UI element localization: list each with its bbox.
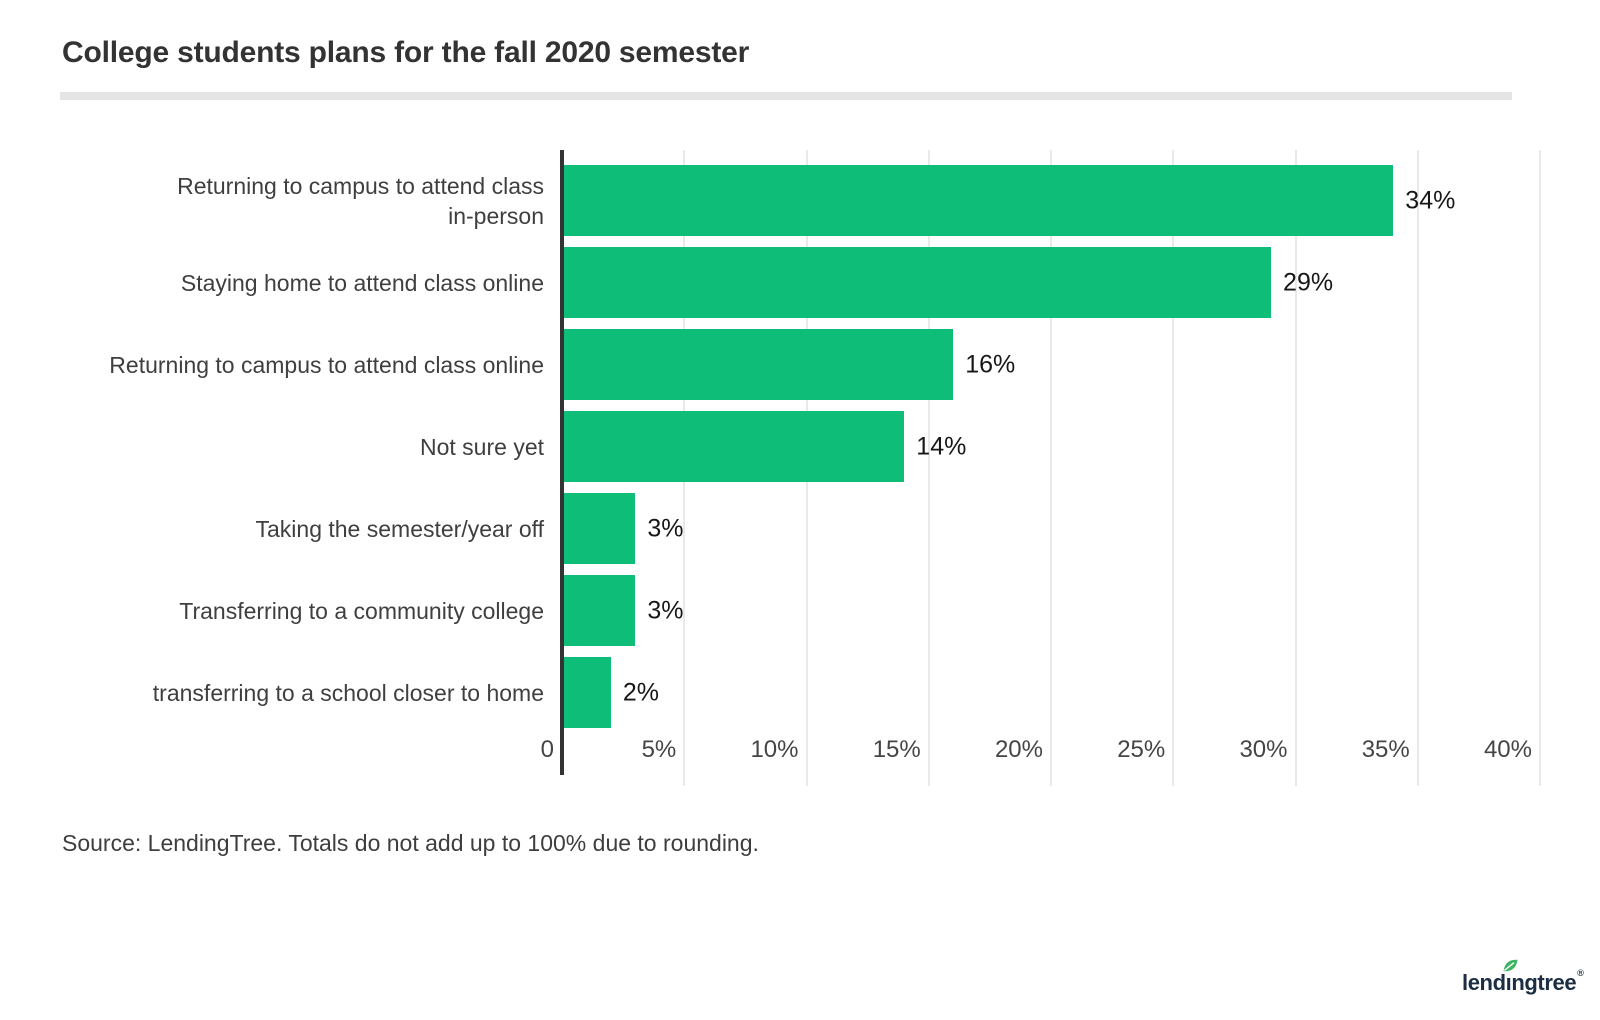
x-tick-label-30: 30% — [1239, 736, 1288, 763]
gridline-15 — [927, 150, 930, 786]
logo-i-glyph: ı — [1505, 970, 1512, 995]
gridline-20 — [1050, 150, 1052, 786]
bar-value-label: 16% — [965, 350, 1016, 378]
bar — [564, 575, 636, 646]
gridline-40 — [1539, 150, 1541, 786]
category-label: Taking the semester/year off — [255, 515, 545, 542]
x-tick-label-35: 35% — [1361, 736, 1410, 763]
bar — [564, 247, 1272, 318]
y-axis-line — [560, 150, 564, 775]
category-label: Returning to campus to attend class onli… — [109, 351, 544, 378]
x-tick-label-40: 40% — [1483, 736, 1532, 763]
gridline-35 — [1416, 150, 1419, 786]
category-label: Returning to campus to attend class in-p… — [177, 172, 544, 229]
source-note: Source: LendingTree. Totals do not add u… — [62, 830, 759, 856]
logo-text-suffix: ngtree — [1511, 970, 1577, 995]
x-tick-label-5: 5% — [641, 736, 677, 763]
bar-value-label: 14% — [916, 432, 967, 460]
category-label: Transferring to a community college — [179, 597, 544, 624]
bar-value-label: 29% — [1283, 268, 1334, 296]
registered-trademark: ® — [1577, 968, 1584, 978]
category-label: Staying home to attend class online — [180, 269, 544, 296]
bar — [564, 411, 905, 482]
logo-letter-i: ı — [1503, 959, 1518, 996]
logo-text-prefix: lend — [1462, 970, 1506, 995]
x-tick-label-25: 25% — [1117, 736, 1166, 763]
bar — [564, 657, 611, 728]
gridline-30 — [1294, 150, 1297, 786]
leaf-icon — [1503, 959, 1518, 972]
category-label: Not sure yet — [420, 433, 544, 460]
bar-value-label: 34% — [1405, 186, 1456, 214]
bar-chart: Returning to campus to attend class in-p… — [60, 150, 1541, 786]
x-tick-label-0: 0 — [540, 736, 554, 763]
category-label: transferring to a school closer to home — [152, 679, 544, 706]
x-tick-label-15: 15% — [872, 736, 921, 763]
bar-value-label: 2% — [622, 678, 660, 706]
title-divider — [60, 92, 1512, 100]
bar-value-label: 3% — [647, 514, 684, 542]
lendingtree-logo: lend ıngtree® — [1462, 959, 1584, 996]
bar — [564, 165, 1394, 236]
gridline-25 — [1172, 150, 1175, 786]
bar-value-label: 3% — [647, 596, 684, 624]
bar — [564, 493, 636, 564]
page-title: College students plans for the fall 2020… — [62, 36, 750, 69]
x-tick-label-20: 20% — [994, 736, 1043, 763]
bar — [564, 329, 954, 400]
x-tick-label-10: 10% — [750, 736, 799, 763]
